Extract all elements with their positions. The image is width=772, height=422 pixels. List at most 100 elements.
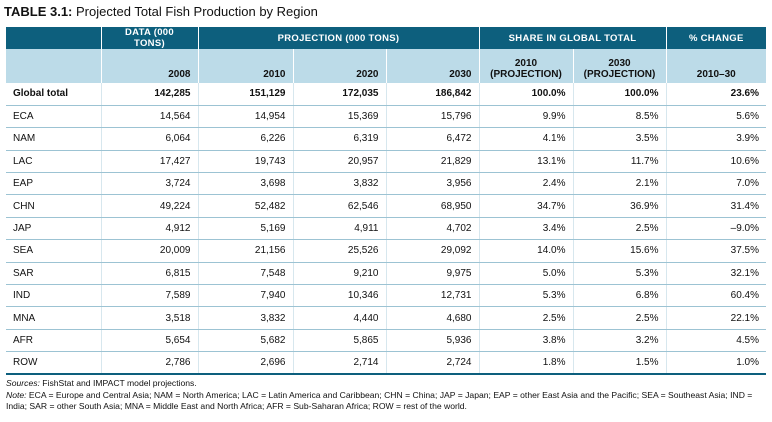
cell-data-2008: 7,589 bbox=[101, 284, 199, 308]
cell-proj-2020: 5,865 bbox=[293, 329, 387, 353]
cell-proj-2030: 12,731 bbox=[386, 284, 480, 308]
cell-share-2030: 2.1% bbox=[573, 172, 667, 196]
sources-text: FishStat and IMPACT model projections. bbox=[39, 378, 197, 388]
cell-change: 5.6% bbox=[666, 105, 767, 129]
fish-production-table: DATA (000 TONS) PROJECTION (000 TONS) SH… bbox=[6, 27, 767, 376]
cell-proj-2020: 6,319 bbox=[293, 127, 387, 151]
cell-share-2010: 3.8% bbox=[479, 329, 574, 353]
cell-share-2030: 11.7% bbox=[573, 150, 667, 174]
cell-proj-2030: 4,680 bbox=[386, 306, 480, 330]
cell-proj-2030: 68,950 bbox=[386, 194, 480, 218]
header-share-2030: 2030 (PROJECTION) bbox=[573, 49, 667, 83]
cell-share-2010: 14.0% bbox=[479, 239, 574, 263]
cell-region: ROW bbox=[6, 351, 102, 376]
cell-proj-2010: 5,682 bbox=[198, 329, 294, 353]
cell-proj-2020: 9,210 bbox=[293, 262, 387, 286]
cell-change: 10.6% bbox=[666, 150, 767, 174]
cell-proj-2030: 186,842 bbox=[386, 83, 480, 106]
table-row: EAP 3,724 3,698 3,832 3,956 2.4% 2.1% 7.… bbox=[6, 172, 767, 196]
cell-data-2008: 3,518 bbox=[101, 306, 199, 330]
cell-share-2030: 100.0% bbox=[573, 83, 667, 106]
cell-change: 31.4% bbox=[666, 194, 767, 218]
cell-data-2008: 6,815 bbox=[101, 262, 199, 286]
cell-proj-2010: 52,482 bbox=[198, 194, 294, 218]
header-share-2010: 2010 (PROJECTION) bbox=[479, 49, 574, 83]
header-group-row: DATA (000 TONS) PROJECTION (000 TONS) SH… bbox=[6, 27, 767, 49]
header-col-2010: 2010 bbox=[198, 49, 294, 83]
cell-proj-2020: 25,526 bbox=[293, 239, 387, 263]
cell-change: 37.5% bbox=[666, 239, 767, 263]
cell-proj-2020: 3,832 bbox=[293, 172, 387, 196]
cell-proj-2030: 29,092 bbox=[386, 239, 480, 263]
cell-data-2008: 20,009 bbox=[101, 239, 199, 263]
cell-share-2030: 15.6% bbox=[573, 239, 667, 263]
cell-proj-2020: 172,035 bbox=[293, 83, 387, 106]
cell-share-2030: 2.5% bbox=[573, 306, 667, 330]
cell-region: NAM bbox=[6, 127, 102, 151]
table-caption: Projected Total Fish Production by Regio… bbox=[76, 4, 318, 19]
cell-proj-2010: 2,696 bbox=[198, 351, 294, 376]
cell-change: 7.0% bbox=[666, 172, 767, 196]
cell-proj-2010: 151,129 bbox=[198, 83, 294, 106]
cell-proj-2020: 4,440 bbox=[293, 306, 387, 330]
header-column-row: 2008 2010 2020 2030 2010 (PROJECTION) 20… bbox=[6, 49, 767, 83]
cell-region: MNA bbox=[6, 306, 102, 330]
cell-proj-2030: 5,936 bbox=[386, 329, 480, 353]
cell-proj-2030: 21,829 bbox=[386, 150, 480, 174]
table-row: IND 7,589 7,940 10,346 12,731 5.3% 6.8% … bbox=[6, 284, 767, 308]
cell-share-2010: 1.8% bbox=[479, 351, 574, 376]
cell-change: 1.0% bbox=[666, 351, 767, 376]
cell-change: 3.9% bbox=[666, 127, 767, 151]
table-body: Global total 142,285 151,129 172,035 186… bbox=[6, 83, 767, 376]
header-group-projection: PROJECTION (000 TONS) bbox=[198, 27, 480, 49]
table-row: ECA 14,564 14,954 15,369 15,796 9.9% 8.5… bbox=[6, 105, 767, 129]
table-row: LAC 17,427 19,743 20,957 21,829 13.1% 11… bbox=[6, 150, 767, 174]
cell-data-2008: 14,564 bbox=[101, 105, 199, 129]
table-row: SEA 20,009 21,156 25,526 29,092 14.0% 15… bbox=[6, 239, 767, 263]
cell-proj-2020: 4,911 bbox=[293, 217, 387, 241]
cell-proj-2010: 3,698 bbox=[198, 172, 294, 196]
cell-share-2010: 100.0% bbox=[479, 83, 574, 106]
cell-proj-2010: 7,940 bbox=[198, 284, 294, 308]
cell-share-2010: 13.1% bbox=[479, 150, 574, 174]
cell-proj-2010: 5,169 bbox=[198, 217, 294, 241]
table-row: SAR 6,815 7,548 9,210 9,975 5.0% 5.3% 32… bbox=[6, 262, 767, 286]
table-row: MNA 3,518 3,832 4,440 4,680 2.5% 2.5% 22… bbox=[6, 306, 767, 330]
cell-region: LAC bbox=[6, 150, 102, 174]
cell-data-2008: 2,786 bbox=[101, 351, 199, 376]
note-text: ECA = Europe and Central Asia; NAM = Nor… bbox=[6, 389, 753, 412]
header-share-2010-sub: (PROJECTION) bbox=[490, 69, 562, 80]
sources-label: Sources: bbox=[6, 378, 40, 388]
cell-proj-2020: 10,346 bbox=[293, 284, 387, 308]
cell-region: AFR bbox=[6, 329, 102, 353]
cell-data-2008: 4,912 bbox=[101, 217, 199, 241]
cell-data-2008: 49,224 bbox=[101, 194, 199, 218]
header-group-data: DATA (000 TONS) bbox=[101, 27, 199, 49]
header-blank bbox=[6, 27, 102, 49]
cell-share-2010: 5.0% bbox=[479, 262, 574, 286]
cell-proj-2030: 2,724 bbox=[386, 351, 480, 376]
cell-data-2008: 142,285 bbox=[101, 83, 199, 106]
cell-proj-2020: 2,714 bbox=[293, 351, 387, 376]
header-group-change: % CHANGE bbox=[666, 27, 767, 49]
cell-share-2010: 34.7% bbox=[479, 194, 574, 218]
cell-share-2010: 3.4% bbox=[479, 217, 574, 241]
header-region-blank bbox=[6, 49, 102, 83]
cell-data-2008: 17,427 bbox=[101, 150, 199, 174]
header-share-2010-year: 2010 bbox=[514, 58, 538, 69]
sources-line: Sources: FishStat and IMPACT model proje… bbox=[6, 378, 766, 390]
header-change-range: 2010–30 bbox=[666, 49, 767, 83]
cell-proj-2020: 62,546 bbox=[293, 194, 387, 218]
cell-share-2030: 3.2% bbox=[573, 329, 667, 353]
cell-proj-2010: 19,743 bbox=[198, 150, 294, 174]
note-label: Note: bbox=[6, 389, 27, 400]
header-share-2030-year: 2030 bbox=[608, 58, 631, 69]
cell-proj-2010: 14,954 bbox=[198, 105, 294, 129]
table-row: AFR 5,654 5,682 5,865 5,936 3.8% 3.2% 4.… bbox=[6, 329, 767, 353]
table-row: CHN 49,224 52,482 62,546 68,950 34.7% 36… bbox=[6, 194, 767, 218]
header-col-2008: 2008 bbox=[101, 49, 199, 83]
cell-change: –9.0% bbox=[666, 217, 767, 241]
cell-region: JAP bbox=[6, 217, 102, 241]
cell-change: 60.4% bbox=[666, 284, 767, 308]
